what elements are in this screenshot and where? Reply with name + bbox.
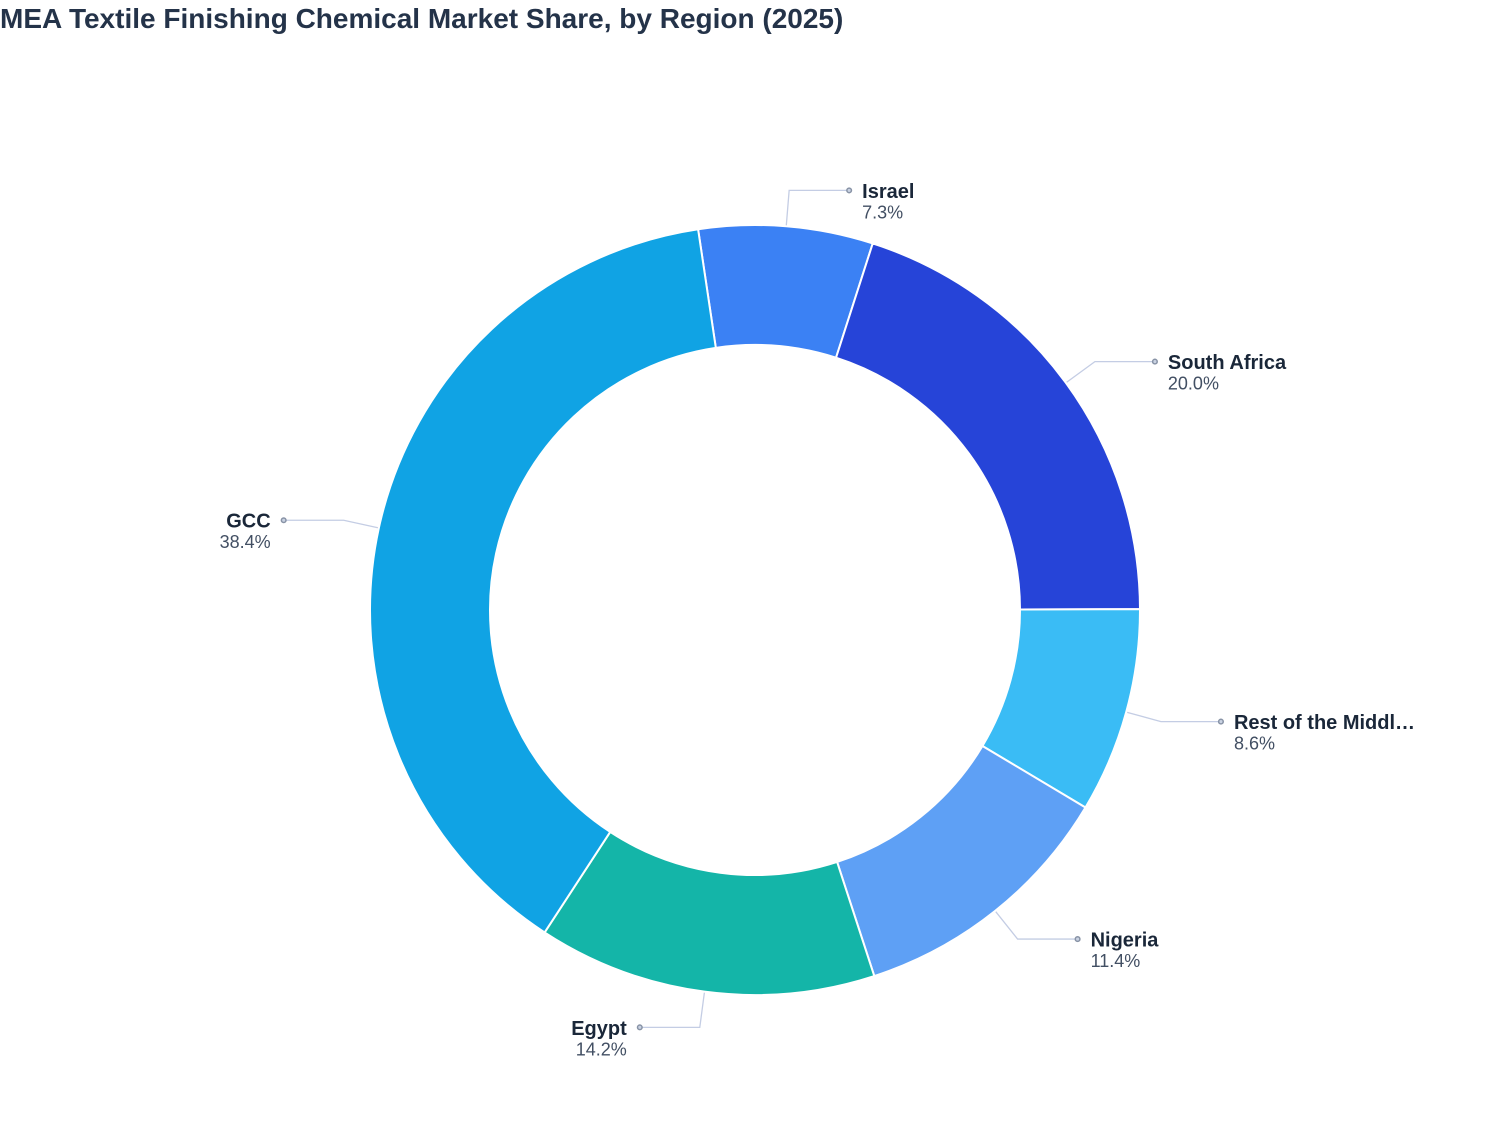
svg-text:20.0%: 20.0% (1168, 374, 1219, 394)
svg-text:GCC: GCC (226, 511, 270, 533)
svg-text:38.4%: 38.4% (220, 532, 271, 552)
svg-text:8.6%: 8.6% (1234, 734, 1275, 754)
svg-text:14.2%: 14.2% (576, 1039, 627, 1059)
svg-text:Egypt: Egypt (571, 1018, 627, 1040)
svg-text:Nigeria: Nigeria (1091, 930, 1160, 952)
svg-text:Israel: Israel (862, 181, 914, 203)
svg-text:South Africa: South Africa (1168, 352, 1287, 374)
svg-text:11.4%: 11.4% (1091, 951, 1141, 971)
svg-text:7.3%: 7.3% (862, 202, 903, 222)
svg-text:MEA Textile Finishing Chemical: MEA Textile Finishing Chemical Market Sh… (0, 3, 843, 34)
svg-text:Rest of the Middl…: Rest of the Middl… (1234, 712, 1415, 734)
